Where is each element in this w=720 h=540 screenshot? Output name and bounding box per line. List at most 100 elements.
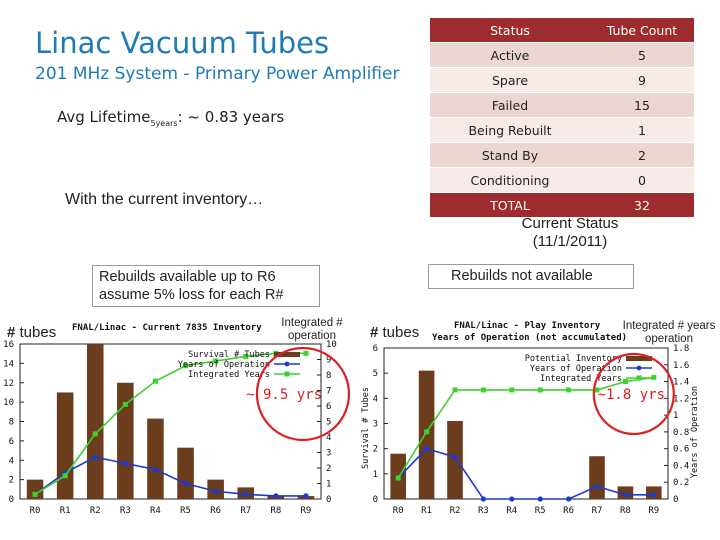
tubes-hash: #	[370, 324, 379, 341]
y-tick-label: 10	[3, 398, 14, 408]
y-tick-label: 2	[9, 476, 14, 486]
legend-label: Years of Operation	[178, 360, 270, 370]
annotation-label: ~1.8 yrs	[598, 387, 665, 403]
series-point	[152, 378, 158, 384]
bar	[447, 420, 463, 499]
status-caption-title: Current Status	[521, 215, 619, 232]
highlight-circle	[255, 346, 351, 442]
lifetime-value: : ~ 0.83 years	[177, 108, 285, 126]
y-tick-label: 8	[9, 418, 14, 428]
series-point	[32, 491, 38, 497]
y2-tick-label: 6	[326, 402, 331, 412]
y-tick-label: 0	[373, 495, 378, 505]
series-point	[182, 480, 189, 487]
series-point	[152, 466, 159, 473]
tubes-word: tubes	[382, 324, 420, 341]
avg-lifetime: Avg Lifetime5years: ~ 0.83 years	[57, 108, 284, 128]
x-tick-label: R0	[393, 506, 404, 516]
row-count: 5	[590, 42, 694, 68]
no-rebuild-text: Rebuilds not available	[451, 268, 593, 284]
series-point	[566, 387, 572, 393]
y2-tick-label: 8	[326, 371, 331, 381]
y-tick-label: 6	[9, 437, 14, 447]
y2-tick-label: 0.2	[673, 478, 689, 488]
series-point	[395, 475, 401, 481]
no-rebuild-box: Rebuilds not available	[428, 264, 634, 289]
series-point	[92, 431, 98, 437]
total-count: 32	[590, 192, 694, 218]
legend-label: Integrated Years	[540, 374, 622, 384]
lifetime-label: Avg Lifetime	[57, 108, 151, 126]
row-status: Being Rebuilt	[430, 117, 590, 143]
legend-marker	[284, 371, 290, 377]
series-point	[424, 429, 430, 435]
row-status: Active	[430, 42, 590, 68]
row-count: 1	[590, 117, 694, 143]
bar	[177, 447, 194, 499]
row-count: 2	[590, 142, 694, 168]
series-point	[480, 496, 486, 502]
series-point	[594, 483, 600, 490]
series-point	[243, 491, 249, 497]
bar	[418, 370, 435, 499]
y2-tick-label: 7	[326, 387, 331, 397]
chart-title: FNAL/Linac - Play Inventory	[454, 320, 601, 331]
series-point	[303, 493, 309, 499]
y-tick-label: 2	[373, 445, 378, 455]
x-tick-label: R1	[60, 506, 71, 516]
row-count: 15	[590, 92, 694, 118]
status-caption-date: (11/1/2011)	[532, 233, 608, 250]
y-tick-label: 3	[373, 420, 378, 430]
table-row: Active 5	[430, 42, 694, 68]
legend-label: Potential Inventory	[525, 354, 622, 364]
series-line	[397, 376, 654, 479]
chart-title: FNAL/Linac - Current 7835 Inventory	[72, 322, 262, 333]
x-tick-label: R4	[150, 506, 161, 516]
row-status: Failed	[430, 92, 590, 118]
table-row: Spare 9	[430, 67, 694, 93]
x-tick-label: R2	[90, 506, 101, 516]
bar	[26, 479, 44, 499]
series-line	[397, 447, 654, 500]
row-status: Spare	[430, 67, 590, 93]
series-point	[424, 446, 430, 452]
y2-tick-label: 2	[326, 464, 331, 474]
total-label: TOTAL	[430, 192, 590, 218]
y-tick-label: 6	[373, 344, 378, 354]
x-tick-label: R5	[180, 506, 191, 516]
row-count: 0	[590, 167, 694, 193]
series-point	[92, 454, 98, 460]
legend-swatch	[626, 356, 652, 361]
y2-tick-label: 1	[326, 480, 331, 490]
legend-label: Integrated Years	[188, 370, 270, 380]
tubes-hash: #	[7, 324, 16, 341]
y-tick-label: 14	[3, 359, 14, 369]
y2-tick-label: 9	[326, 356, 331, 366]
series-point	[452, 387, 458, 393]
series-point	[622, 492, 628, 498]
y-tick-label: 1	[373, 470, 378, 480]
series-point	[594, 387, 600, 393]
y-tick-label: 4	[373, 394, 378, 404]
y2-tick-label: 1.2	[673, 394, 689, 404]
chart-subtitle: Years of Operation (not accumulated)	[432, 332, 627, 343]
y2-tick-label: 0.8	[673, 428, 689, 438]
legend-label: Survival # Tubes	[188, 350, 270, 360]
series-point	[243, 353, 249, 359]
page-subtitle: 201 MHz System - Primary Power Amplifier	[35, 64, 400, 84]
series-point	[122, 460, 128, 466]
bar	[589, 456, 605, 499]
status-table-header: Status Tube Count	[430, 18, 694, 43]
table-row: Stand By 2	[430, 142, 694, 168]
y2-tick-label: 1.8	[673, 344, 689, 354]
legend-marker	[636, 375, 642, 381]
series-point	[452, 454, 458, 460]
annotation-label: ~ 9.5 yrs	[246, 387, 322, 403]
table-row: Failed 15	[430, 92, 694, 118]
rebuild-note-line1: Rebuilds available up to R6	[99, 269, 276, 285]
series-point	[273, 493, 279, 499]
x-tick-label: R1	[421, 506, 432, 516]
rebuild-note-line2: assume 5% loss for each R#	[99, 287, 284, 303]
y2-tick-label: 10	[326, 340, 337, 350]
row-count: 9	[590, 67, 694, 93]
